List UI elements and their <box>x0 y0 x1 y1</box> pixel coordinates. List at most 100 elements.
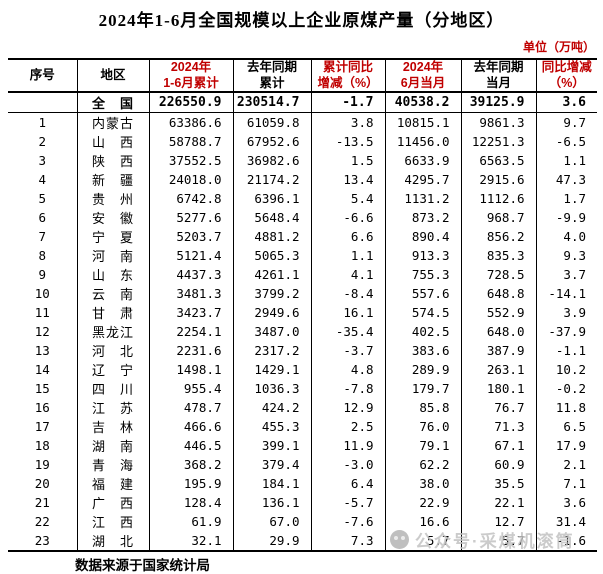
value-cell: 5.7 <box>384 531 461 552</box>
value-cell: 11.8 <box>535 398 597 418</box>
value-cell: 10815.1 <box>384 112 461 133</box>
value-cell: 226550.9 <box>148 92 233 113</box>
value-cell: 1498.1 <box>148 360 233 380</box>
value-cell: 3487.0 <box>232 322 311 342</box>
value-cell: 3.6 <box>535 92 597 113</box>
seq-cell: 10 <box>34 286 50 302</box>
value-cell: 289.9 <box>384 360 461 380</box>
seq-cell: 23 <box>34 533 50 549</box>
value-cell: 61059.8 <box>232 112 311 133</box>
value-cell: 968.7 <box>460 208 536 228</box>
page: 2024年1-6月全国规模以上企业原煤产量（分地区） 单位（万吨） 序号 地区 20… <box>0 6 603 573</box>
region-cell: 山 东 <box>76 265 149 285</box>
value-cell: 3423.7 <box>148 303 233 323</box>
value-cell: 85.8 <box>384 398 461 418</box>
value-cell: 6396.1 <box>232 189 311 209</box>
value-cell: 2317.2 <box>232 341 311 361</box>
value-cell: 755.3 <box>384 265 461 285</box>
value-cell: 6563.5 <box>460 151 536 171</box>
seq-cell: 18 <box>34 438 50 454</box>
seq-cell: 8 <box>38 248 47 264</box>
value-cell: 180.1 <box>460 379 536 399</box>
value-cell: -1.6 <box>535 531 597 552</box>
value-cell: 1.1 <box>535 151 597 171</box>
value-cell: 455.3 <box>232 417 311 437</box>
coal-production-table: 序号 地区 2024年 1-6月累计 去年同期 累计 累计同比 增减（%） 2024年 6月当月去… <box>8 58 597 553</box>
value-cell: 10.2 <box>535 360 597 380</box>
value-cell: 1.1 <box>310 246 385 266</box>
table-row: 22 江 西 61.9 67.0 -7.6 16.6 12.7 31.4 <box>8 512 597 532</box>
value-cell: 5121.4 <box>148 246 233 266</box>
table-row: 13 河 北 2231.6 2317.2 -3.7 383.6 387.9 -1.1 <box>8 341 597 361</box>
value-cell: 6742.8 <box>148 189 233 209</box>
value-cell: 9.3 <box>535 246 597 266</box>
column-header: 2024年 6月当月 <box>384 59 461 93</box>
column-header: 同比增减 （%） <box>535 59 597 93</box>
seq-cell: 12 <box>34 324 50 340</box>
value-cell: 58788.7 <box>148 132 233 152</box>
value-cell: 402.5 <box>384 322 461 342</box>
value-cell: 12.7 <box>460 512 536 532</box>
value-cell: 9861.3 <box>460 112 536 133</box>
value-cell: -35.4 <box>310 322 385 342</box>
seq-cell: 13 <box>34 343 50 359</box>
region-cell: 宁 夏 <box>76 227 149 247</box>
seq-cell: 5 <box>38 191 47 207</box>
value-cell: -8.4 <box>310 284 385 304</box>
value-cell: 76.7 <box>460 398 536 418</box>
value-cell: -37.9 <box>535 322 597 342</box>
value-cell: 387.9 <box>460 341 536 361</box>
value-cell: 1.7 <box>535 189 597 209</box>
region-cell: 江 西 <box>76 512 149 532</box>
value-cell: 552.9 <box>460 303 536 323</box>
value-cell: 2254.1 <box>148 322 233 342</box>
value-cell: 21174.2 <box>232 170 311 190</box>
value-cell: 399.1 <box>232 436 311 456</box>
value-cell: 76.0 <box>384 417 461 437</box>
table-row: 1 内蒙古 63386.6 61059.8 3.8 10815.1 9861.3 9.7 <box>8 112 597 133</box>
value-cell: 7.1 <box>535 474 597 494</box>
seq-cell <box>8 92 77 113</box>
value-cell: 890.4 <box>384 227 461 247</box>
region-cell: 河 南 <box>76 246 149 266</box>
value-cell: 13.4 <box>310 170 385 190</box>
value-cell: 184.1 <box>232 474 311 494</box>
value-cell: 5648.4 <box>232 208 311 228</box>
table-row: 8 河 南 5121.4 5065.3 1.1 913.3 835.3 9.3 <box>8 246 597 266</box>
column-header: 2024年 1-6月累计 <box>148 59 233 93</box>
value-cell: 3799.2 <box>232 284 311 304</box>
value-cell: 1112.6 <box>460 189 536 209</box>
table-row: 20 福 建 195.9 184.1 6.4 38.0 35.5 7.1 <box>8 474 597 494</box>
region-cell: 黑龙江 <box>76 322 149 342</box>
value-cell: 1131.2 <box>384 189 461 209</box>
value-cell: -6.5 <box>535 132 597 152</box>
region-cell: 福 建 <box>76 474 149 494</box>
table-row: 2 山 西 58788.7 67952.6 -13.5 11456.0 12251.3 -6.… <box>8 132 597 152</box>
value-cell: 22.9 <box>384 493 461 513</box>
value-cell: 6.6 <box>310 227 385 247</box>
value-cell: 37552.5 <box>148 151 233 171</box>
seq-cell: 14 <box>34 362 50 378</box>
value-cell: 557.6 <box>384 284 461 304</box>
value-cell: 5277.6 <box>148 208 233 228</box>
value-cell: 1036.3 <box>232 379 311 399</box>
value-cell: 5065.3 <box>232 246 311 266</box>
table-row: 7 宁 夏 5203.7 4881.2 6.6 890.4 856.2 4.0 <box>8 227 597 247</box>
value-cell: 728.5 <box>460 265 536 285</box>
seq-cell: 17 <box>34 419 50 435</box>
table-row: 4 新 疆 24018.0 21174.2 13.4 4295.7 2915.6 47.3 <box>8 170 597 190</box>
column-header: 去年同期 累计 <box>232 59 311 93</box>
table-body: 全 国 226550.9 230514.7 -1.7 40538.2 39125.9 3.6… <box>8 92 597 552</box>
value-cell: 9.7 <box>535 112 597 133</box>
value-cell: 5203.7 <box>148 227 233 247</box>
value-cell: 4.1 <box>310 265 385 285</box>
value-cell: 195.9 <box>148 474 233 494</box>
value-cell: 2.1 <box>535 455 597 475</box>
seq-cell: 4 <box>38 172 47 188</box>
value-cell: 179.7 <box>384 379 461 399</box>
seq-cell: 6 <box>38 210 47 226</box>
region-cell: 内蒙古 <box>76 112 149 133</box>
data-source-note: 数据来源于国家统计局 <box>75 558 210 574</box>
value-cell: 67.1 <box>460 436 536 456</box>
value-cell: 29.9 <box>232 531 311 552</box>
